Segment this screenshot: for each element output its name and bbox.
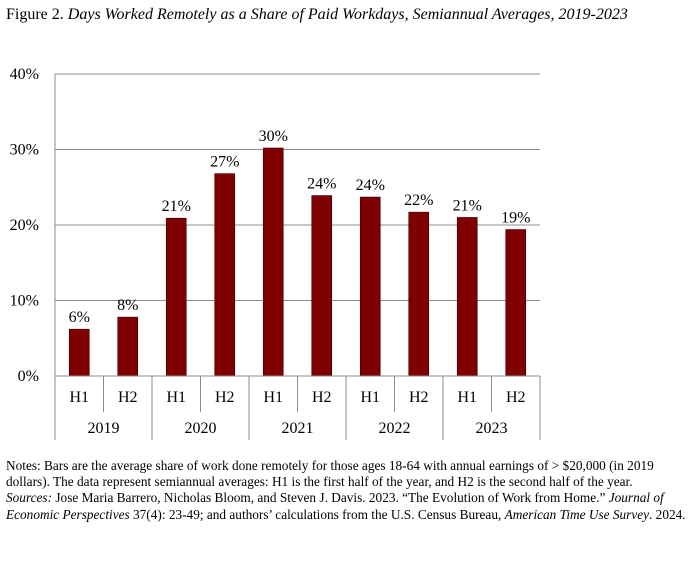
x-tick-label: H1 <box>360 389 380 406</box>
y-tick-label: 20% <box>10 217 39 234</box>
data-label: 24% <box>356 177 385 194</box>
x-tick-label: H2 <box>215 389 235 406</box>
sources-part-2: 37(4): 23-49; and authors’ calculations … <box>129 506 505 522</box>
y-axis-ticks: 0% 10% 20% 30% 40% <box>10 66 39 385</box>
bar <box>505 229 527 377</box>
bar <box>165 217 187 377</box>
bar <box>117 316 139 377</box>
sources-survey: American Time Use Survey <box>504 506 650 522</box>
bar <box>214 173 236 377</box>
bar <box>359 196 381 377</box>
data-label: 22% <box>404 192 433 209</box>
sources-part-1: Jose Maria Barrero, Nicholas Bloom, and … <box>52 490 609 506</box>
x-group-label: 2019 <box>88 420 120 437</box>
x-tick-label: H2 <box>506 389 526 406</box>
bar <box>311 195 333 377</box>
x-tick-label: H1 <box>263 389 283 406</box>
x-tick-label: H2 <box>409 389 429 406</box>
x-tick-label: H1 <box>69 389 89 406</box>
y-tick-label: 0% <box>18 368 39 385</box>
data-label: 21% <box>453 197 482 214</box>
sources-label: Sources: <box>6 490 53 506</box>
data-label: 27% <box>210 154 239 171</box>
bars <box>68 147 527 377</box>
x-group-label: 2023 <box>476 420 508 437</box>
notes-text: Notes: Bars are the average share of wor… <box>6 458 654 490</box>
data-label: 21% <box>162 198 191 215</box>
x-group-label: 2021 <box>282 420 314 437</box>
x-tick-label: H2 <box>312 389 332 406</box>
data-label: 30% <box>259 128 288 145</box>
figure-title-main: Days Worked Remotely as a Share of Paid … <box>67 6 628 23</box>
sources-journal: Journal of Economic Perspectives <box>6 490 664 522</box>
bar <box>456 217 478 377</box>
sources-text: Sources: Jose Maria Barrero, Nicholas Bl… <box>6 490 694 522</box>
bar <box>68 328 90 377</box>
x-tick-label: H2 <box>118 389 138 406</box>
data-labels: 6% 8% 21% 27% 30% 24% 24% 22% 21% 19% <box>69 128 531 326</box>
figure-title-prefix: Figure 2. <box>6 6 64 23</box>
x-axis: H1 H2 H1 H2 H1 H2 H1 H2 H1 H2 2019 2020 2021 2022 2023 <box>54 74 541 440</box>
x-group-label: 2022 <box>379 420 411 437</box>
bar <box>262 147 284 377</box>
bar-chart: 0% 10% 20% 30% 40% 6% 8% 21% 27% 30% 24% 24% 22% 21%… <box>10 66 541 440</box>
sources-part-3: . 2024. <box>649 506 686 522</box>
figure-title: Figure 2. Days Worked Remotely as a Shar… <box>6 5 692 25</box>
x-tick-label: H1 <box>166 389 186 406</box>
y-tick-label: 10% <box>10 293 39 310</box>
data-label: 8% <box>117 297 138 314</box>
x-tick-label: H1 <box>457 389 477 406</box>
data-label: 24% <box>307 176 336 193</box>
x-group-label: 2020 <box>185 420 217 437</box>
y-tick-label: 30% <box>10 142 39 159</box>
bar <box>408 211 430 377</box>
data-label: 19% <box>501 210 530 227</box>
data-label: 6% <box>69 309 90 326</box>
y-tick-label: 40% <box>10 66 39 83</box>
figure-notes: Notes: Bars are the average share of wor… <box>6 458 694 523</box>
